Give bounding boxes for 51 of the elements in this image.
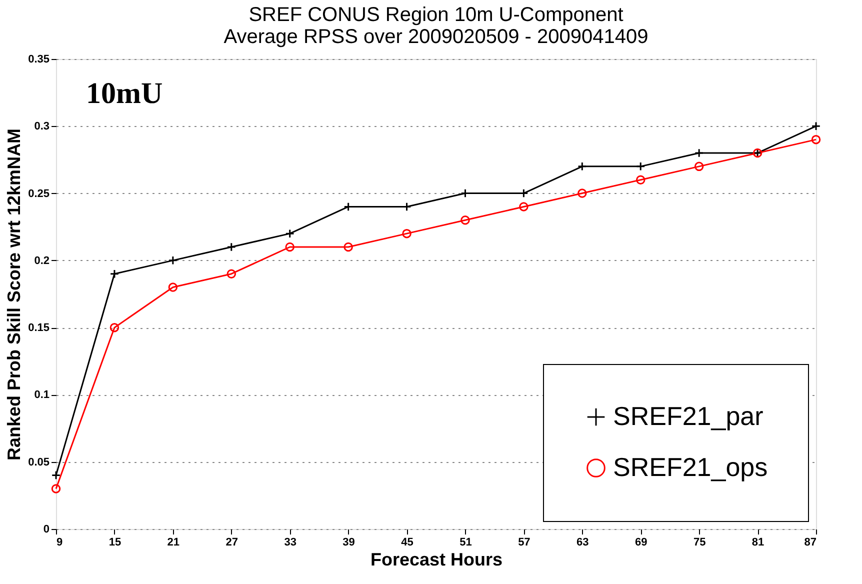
point xyxy=(811,122,821,131)
x-tick-label: 39 xyxy=(342,536,355,548)
point xyxy=(694,162,704,172)
x-tick-label: 51 xyxy=(460,536,472,548)
legend-label: SREF21_ops xyxy=(613,452,768,482)
y-tick-label: 0 xyxy=(43,524,50,536)
y-tick-label: 0.2 xyxy=(34,254,50,267)
y-axis-title: Ranked Prob Skill Score wrt 12kmNAM xyxy=(4,128,24,461)
point xyxy=(636,175,646,184)
y-tick-label: 0.3 xyxy=(34,120,50,133)
legend-label: SREF21_par xyxy=(613,401,764,431)
point xyxy=(51,470,61,480)
x-tick-label: 21 xyxy=(167,536,180,548)
x-tick-label: 9 xyxy=(56,536,63,548)
text: SREF CONUS Region 10m U-Component xyxy=(248,4,624,26)
point xyxy=(402,228,412,238)
y-tick-label: 0.05 xyxy=(28,456,50,468)
annotation: 10mU xyxy=(86,77,163,110)
point xyxy=(811,134,821,144)
x-tick-label: 33 xyxy=(284,536,296,548)
point xyxy=(168,256,178,266)
point xyxy=(285,242,294,252)
point xyxy=(636,162,646,172)
x-tick-label: 87 xyxy=(804,536,816,548)
x-axis-title: Forecast Hours xyxy=(370,550,503,570)
point xyxy=(51,484,61,494)
point xyxy=(578,162,587,172)
y-tick-label: 0.25 xyxy=(28,188,50,200)
point xyxy=(110,269,120,278)
text: Average RPSS over 2009020509 - 2009041409 xyxy=(224,26,648,48)
x-tick-label: 57 xyxy=(518,536,530,548)
y-tick-label: 0.15 xyxy=(28,322,50,334)
point xyxy=(226,269,236,278)
point xyxy=(285,228,294,238)
point xyxy=(519,202,528,212)
point xyxy=(578,188,587,198)
point xyxy=(110,322,120,332)
point xyxy=(344,242,353,252)
point xyxy=(226,242,236,252)
x-tick-label: 63 xyxy=(576,536,589,548)
y-tick-label: 0.35 xyxy=(28,54,50,66)
point xyxy=(168,282,178,292)
x-tick-label: 75 xyxy=(693,536,706,548)
x-tick-label: 27 xyxy=(226,536,238,548)
point xyxy=(460,216,470,225)
x-tick-label: 45 xyxy=(401,536,414,548)
x-tick-label: 69 xyxy=(634,536,648,548)
x-tick-label: 81 xyxy=(752,536,764,548)
point xyxy=(694,148,704,158)
y-tick-label: 0.1 xyxy=(34,389,50,402)
x-tick-label: 15 xyxy=(108,536,122,548)
